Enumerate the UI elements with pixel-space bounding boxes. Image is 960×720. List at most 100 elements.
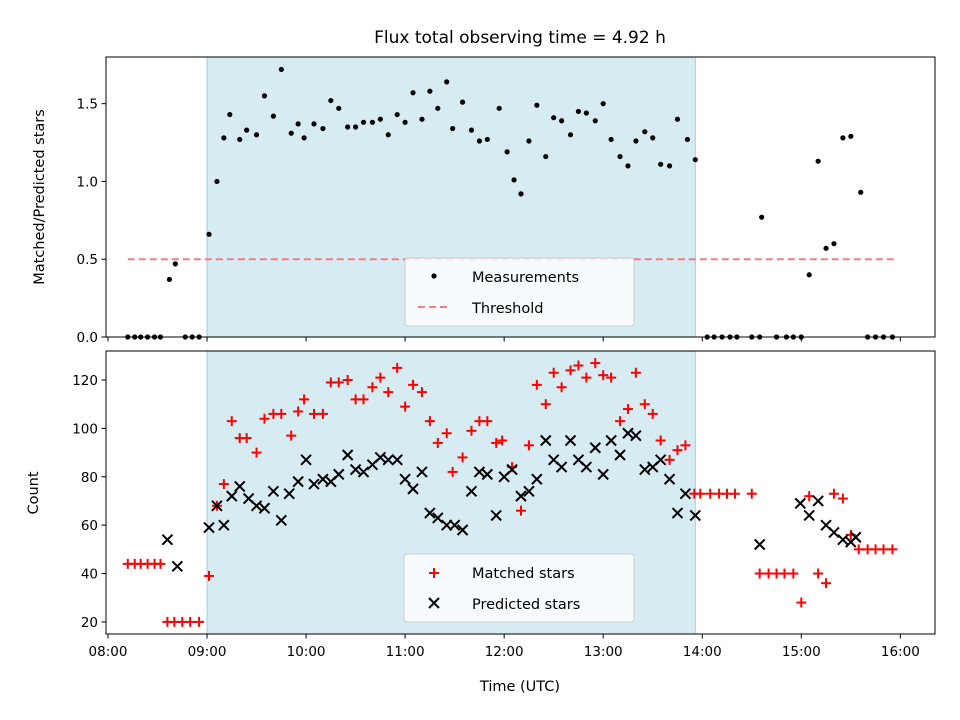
- predicted-star-stroke: [161, 533, 174, 546]
- matched-star-point: [241, 433, 252, 444]
- predicted-star-stroke: [850, 531, 862, 543]
- measurement-point: [237, 136, 243, 143]
- predicted-star-stroke: [226, 490, 238, 502]
- measurement-point: [806, 272, 812, 278]
- measurement-point: [559, 118, 565, 124]
- bottom-y-tick-label: 80: [81, 470, 98, 486]
- predicted-star-point: [416, 466, 428, 478]
- bottom-y-tick-label: 60: [81, 518, 98, 534]
- matched-star-point: [367, 382, 378, 393]
- predicted-star-point: [605, 434, 617, 447]
- predicted-star-point: [465, 485, 478, 497]
- matched-star-point: [194, 616, 205, 627]
- measurement-point: [214, 178, 220, 185]
- predicted-star-stroke: [234, 480, 246, 493]
- predicted-star-point: [161, 533, 174, 546]
- measurement-point: [625, 163, 631, 169]
- predicted-star-stroke: [250, 500, 263, 512]
- bottom-legend-box: [403, 553, 635, 623]
- predicted-star-point: [580, 461, 593, 473]
- bottom-x-tick-label: 09:00: [188, 644, 227, 660]
- predicted-star-stroke: [424, 507, 436, 519]
- predicted-star-stroke: [679, 488, 692, 500]
- measurement-point: [253, 132, 260, 138]
- measurement-point: [261, 93, 268, 99]
- matched-star-point: [447, 466, 458, 477]
- predicted-star-stroke: [622, 427, 634, 439]
- predicted-star-stroke: [300, 454, 312, 466]
- predicted-star-point: [555, 461, 568, 473]
- measurement-point: [476, 138, 482, 144]
- predicted-star-point: [850, 531, 862, 543]
- predicted-star-point: [639, 463, 651, 476]
- predicted-star-stroke: [523, 485, 535, 497]
- measurement-point: [221, 135, 227, 141]
- matched-star-point: [226, 416, 237, 427]
- predicted-star-stroke: [267, 485, 280, 497]
- predicted-star-stroke: [292, 475, 304, 488]
- predicted-star-stroke: [465, 485, 478, 497]
- predicted-star-point: [308, 478, 320, 490]
- predicted-star-stroke: [456, 524, 469, 536]
- predicted-star-stroke: [597, 468, 609, 481]
- matched-star-point: [317, 408, 328, 419]
- bottom-x-tick-label: 14:00: [683, 644, 722, 660]
- bottom-legend: Matched stars Predicted stars: [403, 553, 635, 623]
- matched-star-point: [259, 413, 270, 424]
- measurement-point: [166, 276, 172, 283]
- measurement-point: [543, 153, 549, 160]
- predicted-star-point: [689, 509, 702, 522]
- matched-star-point: [556, 382, 567, 393]
- measurement-point: [608, 136, 614, 143]
- predicted-star-point: [803, 509, 815, 522]
- legend-measurements-marker: [431, 273, 437, 279]
- matched-star-point: [299, 394, 310, 405]
- predicted-star-stroke: [283, 488, 295, 500]
- predicted-star-point: [300, 454, 312, 466]
- matched-star-point: [695, 488, 706, 499]
- matched-star-point: [531, 379, 542, 390]
- bottom-y-tick-label: 20: [81, 615, 98, 631]
- measurement-point: [377, 116, 383, 122]
- matched-star-point: [828, 488, 839, 499]
- matched-star-point: [204, 570, 215, 581]
- bottom-x-tick-label: 15:00: [782, 644, 821, 660]
- predicted-star-stroke: [308, 478, 320, 490]
- predicted-star-stroke: [515, 490, 527, 502]
- matched-star-point: [358, 394, 369, 405]
- matched-star-point: [342, 375, 353, 386]
- measurement-point: [402, 119, 408, 125]
- predicted-star-stroke: [689, 509, 702, 522]
- predicted-star-stroke: [333, 468, 345, 481]
- measurement-point: [468, 127, 475, 133]
- predicted-star-stroke: [490, 509, 502, 522]
- bottom-y-tick-label: 100: [72, 421, 98, 437]
- matched-star-point: [639, 399, 650, 410]
- predicted-star-point: [490, 509, 502, 522]
- bottom-x-tick-label: 10:00: [287, 644, 326, 660]
- matched-star-point: [540, 399, 551, 410]
- predicted-star-point: [218, 519, 230, 531]
- matched-star-point: [672, 445, 683, 456]
- matched-star-point: [185, 616, 196, 627]
- matched-star-point: [482, 416, 493, 427]
- predicted-star-stroke: [242, 492, 255, 505]
- predicted-star-point: [837, 533, 849, 546]
- predicted-star-point: [589, 442, 601, 454]
- measurement-point: [692, 157, 698, 163]
- measurement-point: [435, 105, 441, 111]
- predicted-star-point: [531, 473, 543, 485]
- matched-star-point: [432, 437, 443, 448]
- predicted-star-point: [614, 449, 626, 461]
- matched-star-point: [804, 491, 815, 502]
- predicted-star-stroke: [654, 454, 667, 466]
- predicted-star-stroke: [547, 454, 560, 466]
- predicted-star-stroke: [580, 461, 593, 473]
- measurement-point: [227, 111, 233, 118]
- matched-star-point: [606, 372, 617, 383]
- matched-star-point: [383, 387, 394, 398]
- matched-star-point: [515, 505, 526, 516]
- predicted-star-point: [622, 427, 634, 439]
- measurement-point: [583, 110, 589, 116]
